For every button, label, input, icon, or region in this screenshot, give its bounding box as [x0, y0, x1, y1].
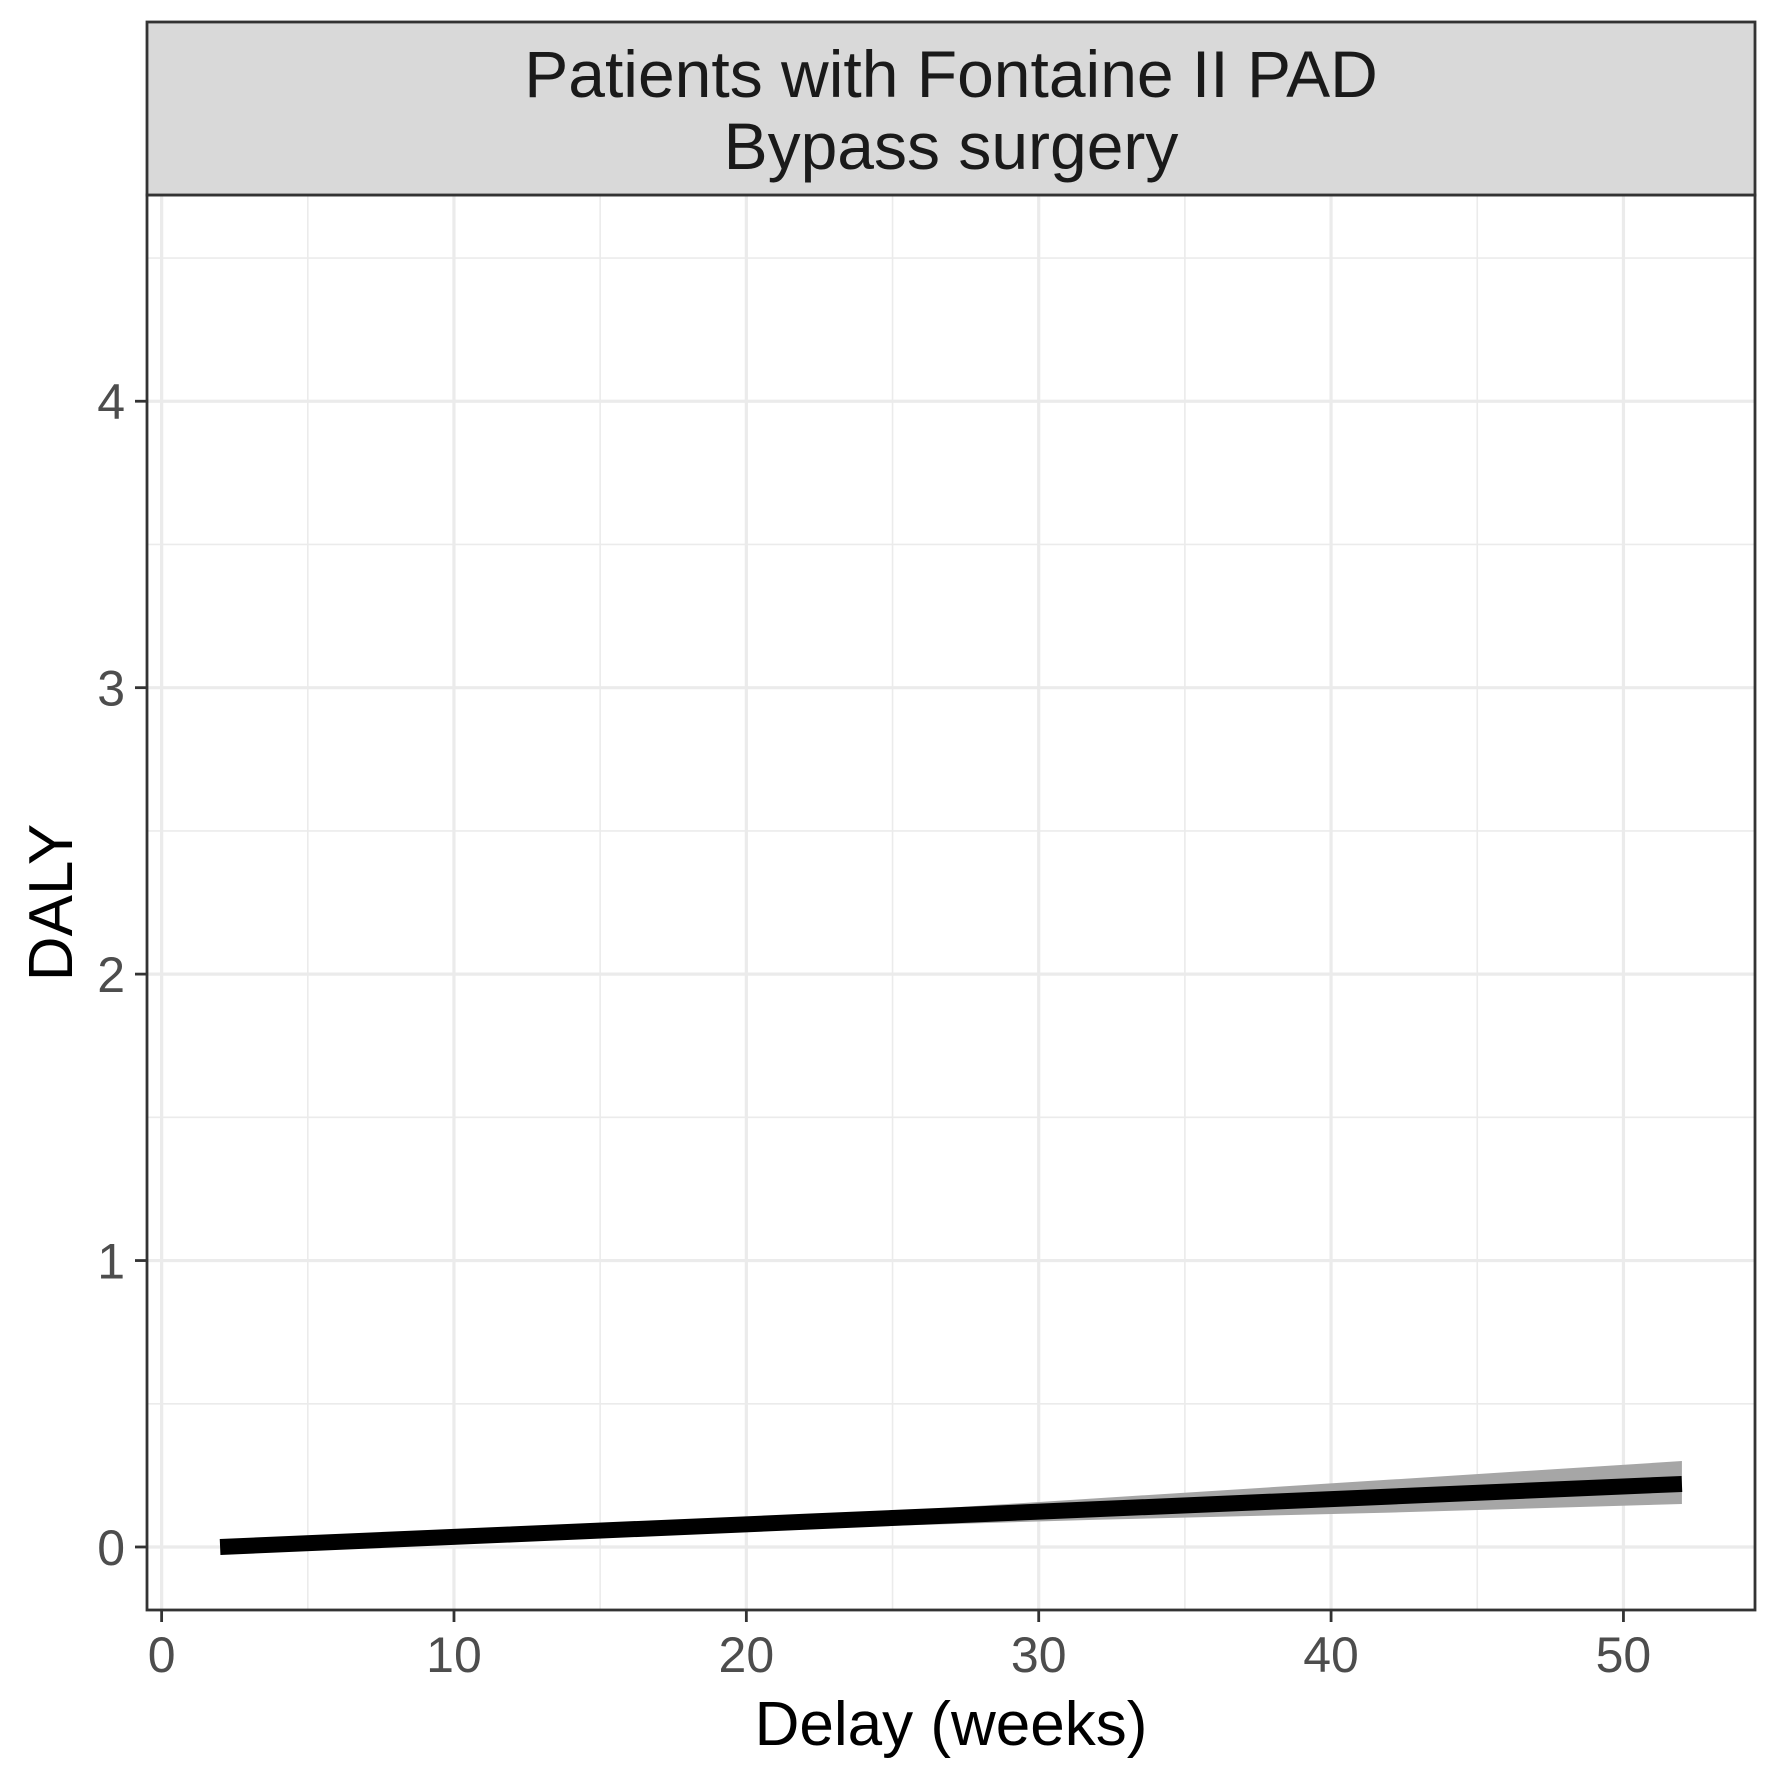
- x-tick-label: 50: [1596, 1627, 1652, 1683]
- x-axis: 0 10 20 30 40 50: [148, 1610, 1652, 1683]
- y-tick-label: 0: [97, 1520, 125, 1576]
- facet-strip-background: [145, 20, 1757, 197]
- facet-title-line-1: Patients with Fontaine II PAD: [524, 37, 1378, 111]
- minor-gridlines: [147, 195, 1755, 1610]
- x-tick-label: 10: [426, 1627, 482, 1683]
- major-gridlines: [147, 195, 1755, 1610]
- y-tick-label: 1: [97, 1234, 125, 1290]
- facet-strip: Patients with Fontaine II PAD Bypass sur…: [145, 20, 1757, 197]
- y-tick-label: 3: [97, 661, 125, 717]
- y-tick-label: 2: [97, 947, 125, 1003]
- x-tick-label: 0: [148, 1627, 176, 1683]
- panel-border: [145, 193, 1757, 1612]
- x-tick-label: 20: [719, 1627, 775, 1683]
- facet-title-line-2: Bypass surgery: [724, 109, 1179, 183]
- daly-line: [219, 1475, 1683, 1555]
- x-tick-label: 40: [1303, 1627, 1359, 1683]
- y-axis: 0 1 2 3 4: [97, 374, 147, 1576]
- x-axis-title: Delay (weeks): [755, 1690, 1148, 1759]
- y-axis-title: DALY: [17, 824, 86, 981]
- x-tick-label: 30: [1011, 1627, 1067, 1683]
- line-layer: [219, 1475, 1683, 1555]
- y-tick-label: 4: [97, 374, 125, 430]
